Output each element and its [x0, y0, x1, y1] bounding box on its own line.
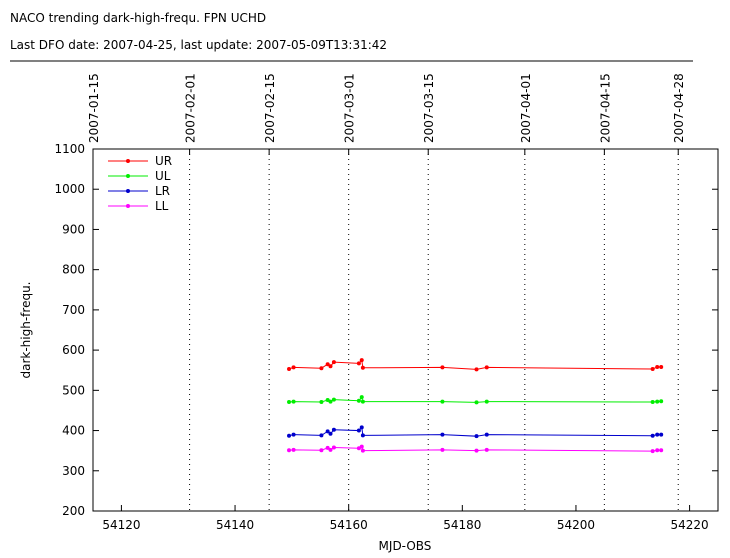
y-tick-label: 700 [62, 303, 85, 317]
x-axis-label: MJD-OBS [379, 539, 432, 553]
data-point [655, 448, 660, 453]
data-point [650, 433, 655, 438]
y-tick-label: 800 [62, 263, 85, 277]
data-point [319, 433, 324, 438]
data-point [319, 366, 324, 371]
legend-label: UR [155, 154, 172, 168]
data-point [360, 448, 365, 453]
data-point [484, 432, 489, 437]
legend-marker [126, 189, 130, 193]
data-point [287, 367, 292, 372]
y-tick-label: 400 [62, 424, 85, 438]
plot-frame [92, 148, 719, 512]
y-axis-label: dark-high-frequ. [19, 282, 33, 379]
y-tick-label: 300 [62, 464, 85, 478]
data-point [319, 448, 324, 453]
x-tick-label: 54200 [557, 518, 595, 532]
data-point [356, 398, 361, 403]
data-point [331, 397, 336, 402]
data-point [287, 399, 292, 404]
data-point [484, 447, 489, 452]
data-point [356, 361, 361, 366]
x-tick-label: 54120 [102, 518, 140, 532]
data-point [650, 399, 655, 404]
data-point [359, 358, 364, 363]
data-point [484, 399, 489, 404]
x-tick-label: 54180 [443, 518, 481, 532]
legend-marker [126, 174, 130, 178]
y-tick-label: 1000 [54, 182, 85, 196]
data-point [287, 433, 292, 438]
data-point [474, 400, 479, 405]
legend-marker [126, 204, 130, 208]
data-point [319, 399, 324, 404]
data-point [655, 399, 660, 404]
data-point [325, 445, 330, 450]
data-point [655, 432, 660, 437]
data-point [291, 432, 296, 437]
data-point [360, 433, 365, 438]
data-point [440, 432, 445, 437]
data-point [291, 365, 296, 370]
data-point [291, 447, 296, 452]
y-tick-label: 500 [62, 383, 85, 397]
x2-tick-label: 2007-01-15 [87, 73, 101, 143]
y-tick-label: 900 [62, 222, 85, 236]
legend-marker [126, 159, 130, 163]
data-point [440, 399, 445, 404]
data-point [328, 447, 333, 452]
data-point [359, 395, 364, 400]
data-point [359, 444, 364, 449]
x2-tick-label: 2007-02-01 [184, 73, 198, 143]
data-point [328, 364, 333, 369]
data-point [474, 367, 479, 372]
x2-tick-label: 2007-03-01 [343, 73, 357, 143]
legend-label: UL [155, 169, 171, 183]
x2-tick-label: 2007-03-15 [422, 73, 436, 143]
data-point [360, 365, 365, 370]
data-point [474, 434, 479, 439]
data-point [440, 365, 445, 370]
legend-label: LR [155, 184, 170, 198]
y-tick-label: 1100 [54, 142, 85, 156]
data-point [287, 448, 292, 453]
x-tick-label: 54220 [670, 518, 708, 532]
data-point [331, 427, 336, 432]
data-point [328, 431, 333, 436]
data-point [325, 429, 330, 434]
data-point [659, 448, 664, 453]
data-point [659, 365, 664, 370]
data-point [440, 447, 445, 452]
chart-title: NACO trending dark-high-frequ. FPN UCHD [10, 11, 266, 25]
data-point [331, 360, 336, 365]
y-tick-label: 600 [62, 343, 85, 357]
legend-label: LL [155, 199, 169, 213]
x2-tick-label: 2007-02-15 [263, 73, 277, 143]
y-tick-label: 200 [62, 504, 85, 518]
data-point [331, 445, 336, 450]
data-point [659, 399, 664, 404]
x-tick-label: 54140 [216, 518, 254, 532]
data-point [360, 399, 365, 404]
x2-tick-label: 2007-04-01 [519, 73, 533, 143]
data-point [359, 425, 364, 430]
data-point [328, 399, 333, 404]
x-tick-label: 54160 [330, 518, 368, 532]
data-point [650, 449, 655, 454]
x2-tick-label: 2007-04-28 [672, 73, 686, 143]
data-point [655, 365, 660, 370]
data-point [484, 365, 489, 370]
chart-subtitle: Last DFO date: 2007-04-25, last update: … [10, 38, 387, 52]
data-point [356, 428, 361, 433]
x2-tick-label: 2007-04-15 [598, 73, 612, 143]
data-point [291, 399, 296, 404]
data-point [474, 448, 479, 453]
data-point [650, 367, 655, 372]
data-point [659, 432, 664, 437]
data-point [325, 362, 330, 367]
